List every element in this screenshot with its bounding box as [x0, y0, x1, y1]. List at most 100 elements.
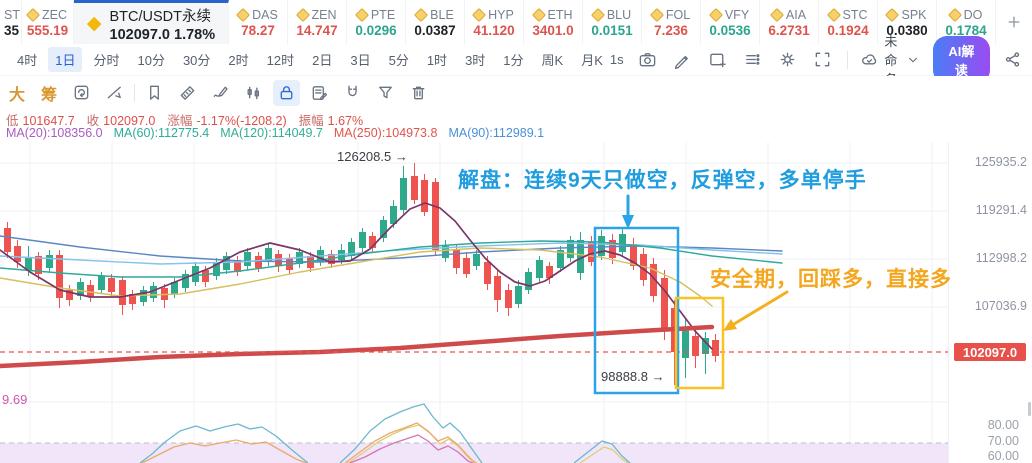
interval-1s-button[interactable]: 1s	[609, 52, 624, 67]
ticker-symbol-label: ETH	[547, 8, 573, 22]
ticker-symbol-label: BLU	[606, 8, 632, 22]
ticker-value-label: 14.747	[296, 23, 338, 38]
coin-icon	[826, 7, 841, 23]
trash-icon[interactable]	[405, 80, 432, 106]
timeframe-分时[interactable]: 分时	[93, 53, 120, 68]
tool-大[interactable]: 大	[9, 86, 26, 104]
ticker-symbol-label: ZEN	[311, 8, 337, 22]
ruler-icon[interactable]	[174, 80, 201, 106]
pencil-icon[interactable]	[672, 49, 694, 71]
y-axis-label: 112998.2	[975, 251, 1027, 265]
add-ticker-button[interactable]	[996, 0, 1032, 44]
funnel-icon[interactable]	[372, 80, 399, 106]
timeframe-5分[interactable]: 5分	[388, 53, 409, 68]
ticker-tab-active[interactable]: ◆ BTC/USDT永续 102097.0 1.78%	[74, 0, 229, 44]
ticker-tab[interactable]: ST 35	[0, 0, 22, 44]
cloud-icon	[860, 49, 879, 71]
ticker-value-label: 555.19	[26, 23, 69, 38]
ticker-tab[interactable]: ZEC 555.19	[22, 0, 74, 44]
fullscreen-icon[interactable]	[812, 49, 834, 71]
coin-icon	[236, 7, 251, 23]
ticker-value-label: 0.1924	[827, 23, 869, 38]
timeframe-月K[interactable]: 月K	[581, 53, 603, 68]
chevron-down-icon	[906, 49, 920, 71]
ticker-tab[interactable]: SPK 0.0380	[878, 0, 937, 44]
brush-icon[interactable]	[207, 80, 234, 106]
ticker-value-label: 7.236	[654, 23, 688, 38]
ma-value-label: MA(120):114049.7	[220, 126, 323, 140]
ticker-tab[interactable]: BLE 0.0387	[406, 0, 465, 44]
ticker-value-label: 78.27	[241, 23, 275, 38]
indicator-axis-label: 80.00	[987, 418, 1019, 432]
ticker-value-label: 41.120	[473, 23, 515, 38]
ticker-value-label: 35	[4, 23, 20, 38]
camera-icon[interactable]	[637, 49, 659, 71]
ticker-tab[interactable]: DAS 78.27	[229, 0, 288, 44]
coin-icon	[472, 7, 487, 23]
ma-values-bar: MA(20):108356.0 MA(60):112775.4 MA(120):11…	[6, 126, 544, 140]
timeframe-3日[interactable]: 3日	[350, 53, 371, 68]
peak-price-label: 126208.5 →	[337, 149, 408, 164]
timeframe-30分[interactable]: 30分	[182, 53, 211, 68]
coin-icon	[947, 7, 962, 23]
ticker-tab[interactable]: BLU 0.0151	[583, 0, 642, 44]
tool-筹[interactable]: 筹	[41, 86, 58, 104]
timeframe-4时[interactable]: 4时	[17, 53, 38, 68]
ticker-value-label: 0.0151	[591, 23, 633, 38]
coin-icon	[531, 7, 546, 23]
ma-value-label: MA(60):112775.4	[113, 126, 210, 140]
ticker-tab[interactable]: STC 0.1924	[819, 0, 878, 44]
ticker-tab[interactable]: AIA 6.2731	[760, 0, 819, 44]
ticker-tab[interactable]: ETH 3401.0	[524, 0, 583, 44]
candlestick-chart-canvas[interactable]	[0, 142, 948, 463]
coin-icon	[649, 7, 664, 23]
ai-analyze-button[interactable]: AI解读	[932, 35, 990, 84]
timeframe-list: 4时 1日 分时 10分 30分 2时 12时 2日 3日 5分 1时 3时 1分 周K 月K	[10, 47, 610, 72]
timeframe-3时[interactable]: 3时	[465, 53, 486, 68]
ticker-tab[interactable]: DO 0.1784	[937, 0, 996, 44]
lock-icon[interactable]	[273, 79, 301, 106]
ticker-tab[interactable]: VFY 0.0536	[701, 0, 760, 44]
coin-icon	[590, 7, 605, 23]
ticker-symbol-label: HYP	[488, 8, 514, 22]
coin-icon	[769, 7, 784, 23]
ticker-tab[interactable]: ZEN 14.747	[288, 0, 347, 44]
ticker-tab[interactable]: PTE 0.0296	[347, 0, 406, 44]
indicator-axis-label: 70.00	[987, 434, 1019, 448]
list-settings-icon[interactable]	[742, 49, 764, 71]
ma-value-label: MA(20):108356.0	[6, 126, 103, 140]
y-axis-label: 107036.9	[974, 299, 1027, 313]
gear-icon[interactable]	[777, 49, 799, 71]
ticker-tab[interactable]: FOL 7.236	[642, 0, 701, 44]
ticker-symbol-label: AIA	[785, 8, 807, 22]
timeframe-2日[interactable]: 2日	[312, 53, 333, 68]
ticker-symbol-label: ZEC	[42, 8, 67, 22]
timeframe-1日[interactable]: 1日	[48, 47, 83, 72]
timeframe-1时[interactable]: 1时	[426, 53, 448, 68]
magnet-icon[interactable]	[339, 80, 366, 106]
timeframe-1分[interactable]: 1分	[503, 53, 524, 68]
candle-pattern-icon[interactable]	[240, 80, 267, 106]
ticker-value-label: 0.0380	[886, 23, 928, 38]
replay-icon[interactable]	[68, 80, 95, 106]
ticker-symbol-label: DO	[963, 8, 983, 22]
ticker-symbol-label: VFY	[724, 8, 750, 22]
axis-scrollbar[interactable]	[1027, 402, 1031, 416]
price-axis[interactable]: 102097.0 125935.2 119291.4 112998.2 107036.…	[948, 142, 1032, 463]
add-frame-icon[interactable]	[707, 49, 729, 71]
ticker-tab[interactable]: HYP 41.120	[465, 0, 524, 44]
coin-icon	[295, 7, 310, 23]
trend-line-icon[interactable]	[101, 80, 128, 106]
share-icon[interactable]	[1003, 49, 1022, 71]
timeframe-10分[interactable]: 10分	[137, 53, 165, 68]
timeframe-周K[interactable]: 周K	[541, 53, 564, 68]
timeframe-2时[interactable]: 2时	[228, 53, 249, 68]
active-price-label: 102097.0 1.78%	[109, 26, 216, 43]
ohlc-stat: 涨幅 -1.17%(-1208.2)	[167, 114, 287, 128]
y-axis-label: 125935.2	[974, 155, 1027, 169]
ticker-symbol-label: SPK	[901, 8, 927, 22]
timeframe-12时[interactable]: 12时	[266, 53, 295, 68]
bookmark-icon[interactable]	[141, 80, 168, 106]
note-edit-icon[interactable]	[306, 80, 333, 106]
